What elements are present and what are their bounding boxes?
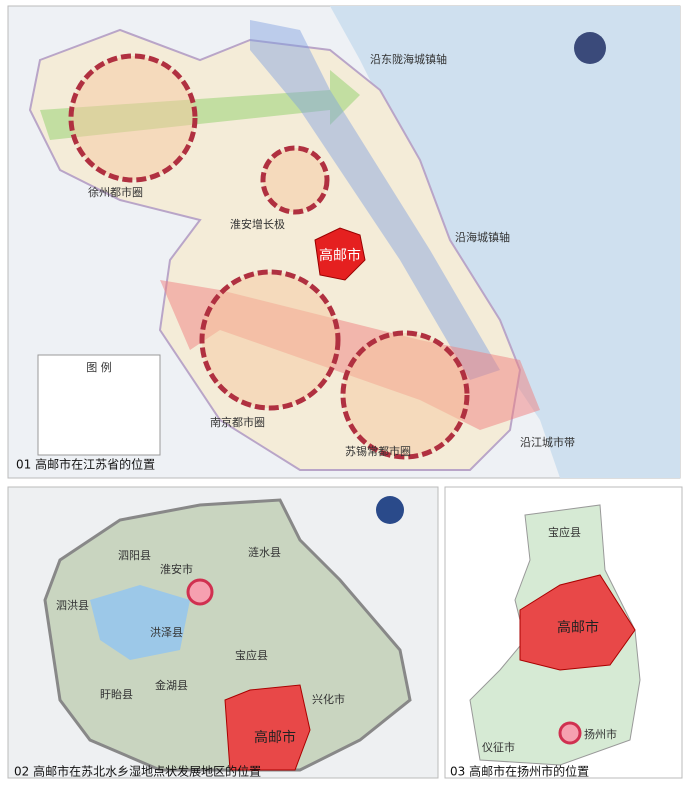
map-label: 兴化市 bbox=[312, 692, 345, 706]
panel-province: 图 例 沿东陇海城镇轴 徐州都市圈 淮安增长极 高邮市 沿海城镇轴 南京都市圈 … bbox=[7, 5, 681, 479]
map-label: 高邮市 bbox=[557, 619, 599, 636]
caption: 01 高邮市在江苏省的位置 bbox=[16, 457, 155, 472]
map-label: 洪泽县 bbox=[150, 625, 183, 639]
map-label: 沿东陇海城镇轴 bbox=[370, 52, 447, 66]
caption: 02 高邮市在苏北水乡湿地点状发展地区的位置 bbox=[14, 764, 261, 779]
map-label: 沿江城市带 bbox=[520, 435, 575, 449]
map-label: 扬州市 bbox=[584, 727, 617, 741]
caption: 03 高邮市在扬州市的位置 bbox=[450, 764, 589, 779]
map-label: 宝应县 bbox=[235, 648, 268, 662]
map-label: 泗阳县 bbox=[118, 549, 151, 562]
map-label: 南京都市圈 bbox=[210, 415, 265, 429]
map-label: 高邮市 bbox=[254, 729, 296, 746]
map-label: 仪征市 bbox=[482, 740, 515, 754]
panel-city: 宝应县 高邮市 扬州市 仪征市 03 高邮市在扬州市的位置 bbox=[444, 486, 683, 779]
map-label: 徐州都市圈 bbox=[88, 185, 143, 199]
map-label: 淮安增长极 bbox=[230, 217, 285, 231]
map-label: 高邮市 bbox=[319, 247, 361, 264]
panel-region: 淮安市 泗阳县 涟水县 泗洪县 洪泽县 盱眙县 金湖县 宝应县 兴化市 高邮市 … bbox=[7, 486, 439, 779]
map-label: 泗洪县 bbox=[56, 598, 89, 612]
map-label: 金湖县 bbox=[155, 678, 188, 692]
map-label: 盱眙县 bbox=[100, 687, 133, 701]
map-label: 宝应县 bbox=[548, 525, 581, 539]
map-label: 苏锡常都市圈 bbox=[345, 444, 411, 458]
map-label: 沿海城镇轴 bbox=[455, 230, 510, 244]
legend-title: 图 例 bbox=[86, 360, 112, 374]
map-label: 涟水县 bbox=[248, 545, 281, 559]
map-label: 淮安市 bbox=[160, 562, 193, 576]
